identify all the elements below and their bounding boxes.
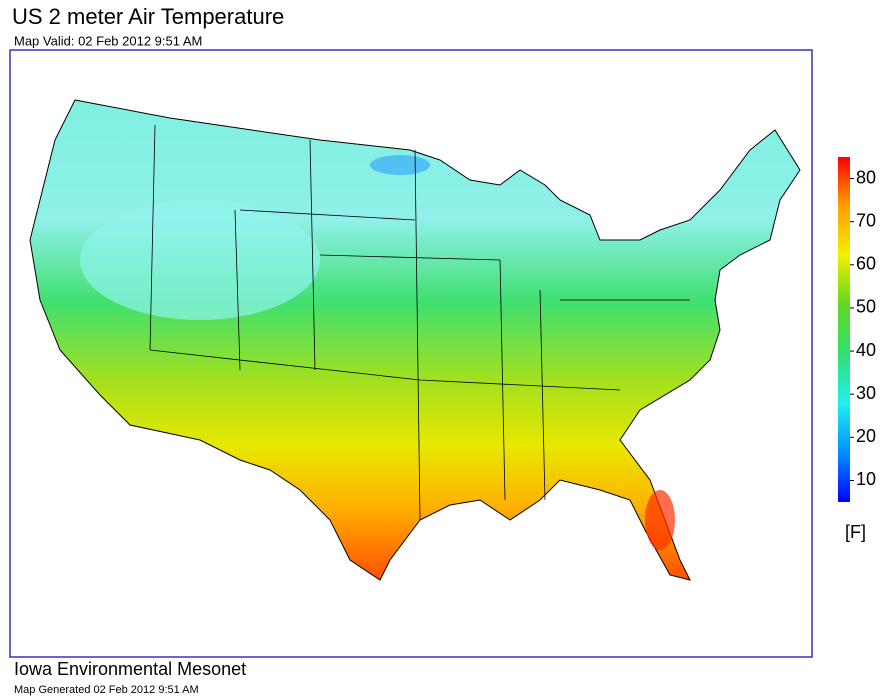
colorbar-tick-label: 60: [856, 254, 876, 274]
colorbar: [838, 157, 850, 502]
warm-spot: [645, 490, 675, 550]
colorbar-tick-label: 30: [856, 383, 876, 403]
footer-organization: Iowa Environmental Mesonet: [14, 659, 246, 679]
colorbar-ticks: 10 20 30 40 50 60 70 80: [850, 167, 876, 489]
state-lines: [149, 124, 690, 521]
title: US 2 meter Air Temperature: [12, 4, 284, 29]
colorbar-tick-label: 40: [856, 340, 876, 360]
unit-label: [F]: [845, 522, 866, 542]
colorbar-tick-label: 80: [856, 167, 876, 187]
cold-region: [80, 200, 320, 320]
cold-spot: [370, 155, 430, 175]
colorbar-tick-label: 70: [856, 210, 876, 230]
subtitle: Map Valid: 02 Feb 2012 9:51 AM: [14, 33, 202, 48]
colorbar-tick-label: 10: [856, 469, 876, 489]
footer-generated: Map Generated 02 Feb 2012 9:51 AM: [14, 684, 199, 696]
colorbar-tick-label: 20: [856, 426, 876, 446]
colorbar-tick-label: 50: [856, 297, 876, 317]
